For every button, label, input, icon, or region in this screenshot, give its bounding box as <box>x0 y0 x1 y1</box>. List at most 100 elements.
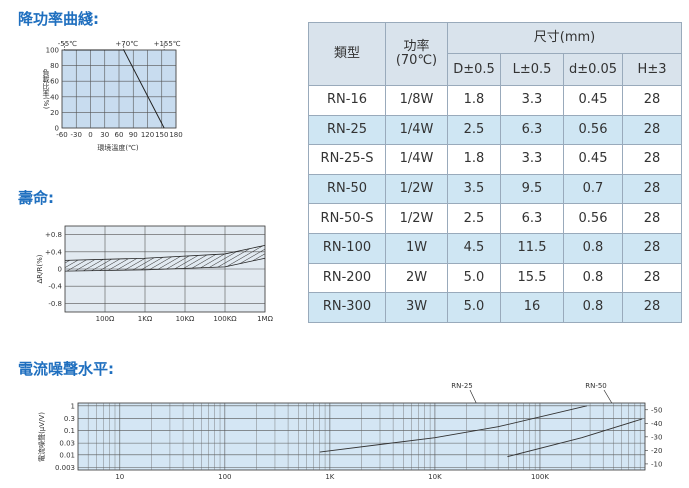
y-axis-label: 負載比率(%) <box>42 68 50 109</box>
x-axis-label: 環境溫度(℃) <box>97 143 139 152</box>
table-cell: 28 <box>621 85 683 116</box>
table-cell: 0.45 <box>563 144 623 175</box>
x-tick-label: 10KΩ <box>176 315 195 323</box>
table-cell: 6.3 <box>500 203 564 234</box>
table-cell: 28 <box>621 144 683 175</box>
table-cell: 2W <box>385 262 448 294</box>
table-cell: RN-25-S <box>308 144 386 175</box>
x-tick-label: 100 <box>218 473 231 481</box>
x-tick-label: 30 <box>100 131 109 139</box>
y-tick-label: -0.4 <box>48 283 62 291</box>
table-cell: 28 <box>621 173 683 205</box>
table-cell: 28 <box>621 262 683 294</box>
y2-tick-label: -40 <box>651 420 662 428</box>
table-row: 類型 功率 (70℃) 尺寸(mm) <box>308 22 683 86</box>
table-cell: 6.3 <box>500 114 564 146</box>
x-tick-label: 60 <box>115 131 124 139</box>
derating-curve <box>64 49 165 129</box>
y-tick-label: 0.1 <box>64 427 75 435</box>
y-tick-label: +0.4 <box>45 248 63 256</box>
table-cell: 1.8 <box>447 144 501 175</box>
x-tick-label: 100Ω <box>96 315 115 323</box>
table-row: D±0.5 L±0.5 d±0.05 H±3 <box>309 53 683 86</box>
table-cell: 5.0 <box>447 292 501 323</box>
y-tick-label: +0.8 <box>45 231 62 239</box>
noise-line <box>507 418 643 458</box>
table-cell: 1/2W <box>385 203 448 234</box>
band-upper <box>64 244 266 261</box>
table-row: RN-100 1W 4.5 11.5 0.8 28 <box>308 232 683 264</box>
table-cell: 1/4W <box>385 144 448 175</box>
y2-tick-label: -20 <box>651 447 662 455</box>
x-tick-label: -30 <box>71 131 82 139</box>
table-cell: 28 <box>621 114 683 146</box>
x-tick-label: 1MΩ <box>257 315 273 323</box>
section-title: 壽命: <box>18 189 54 207</box>
table-cell: 28 <box>621 232 683 264</box>
y-tick-label: 0.3 <box>64 415 75 423</box>
table-cell: 功率 (70℃) <box>385 22 448 86</box>
x-tick-label: 150 <box>155 131 168 139</box>
x-tick-label: 100KΩ <box>213 315 237 323</box>
x-tick-label: 10 <box>115 473 124 481</box>
x-tick-label: 90 <box>129 131 138 139</box>
x-tick-label: 180 <box>169 131 182 139</box>
series-label: RN-50 <box>585 382 607 390</box>
x-tick-label: 10K <box>428 473 442 481</box>
table-cell: L±0.5 <box>500 53 564 86</box>
table-cell: 0.7 <box>563 173 623 205</box>
y-tick-label: 0 <box>58 266 62 274</box>
noise-line <box>319 405 588 453</box>
y-tick-label: 60 <box>50 78 59 86</box>
table-row: RN-200 2W 5.0 15.5 0.8 28 <box>308 262 683 294</box>
section-title: 降功率曲綫: <box>18 10 99 28</box>
table-cell: RN-100 <box>308 232 386 264</box>
y-axis-label: 電流噪聲(μV/V) <box>37 412 46 462</box>
y-tick-label: 0.003 <box>55 464 75 472</box>
section-title: 電流噪聲水平: <box>18 360 114 378</box>
drift-band <box>65 245 265 272</box>
table-cell: 尺寸(mm) <box>446 22 683 54</box>
table-row: RN-50 1/2W 3.5 9.5 0.7 28 <box>308 173 683 205</box>
x-tick-label: 1K <box>325 473 334 481</box>
table-cell: 1.8 <box>447 85 501 116</box>
marker-label: +70℃ <box>115 40 138 48</box>
table-cell: RN-25 <box>308 114 386 146</box>
table-cell: 15.5 <box>500 262 564 294</box>
table-cell: 2.5 <box>447 203 501 234</box>
table-cell: RN-16 <box>308 85 386 116</box>
x-tick-label: 0 <box>88 131 92 139</box>
table-cell: 0.8 <box>563 232 623 264</box>
table-cell: 28 <box>621 292 683 323</box>
y2-tick-label: -10 <box>651 460 662 468</box>
table-cell: 3W <box>385 292 448 323</box>
y-tick-label: 40 <box>50 93 59 101</box>
table-cell: 類型 <box>308 22 386 86</box>
table-cell: 2.5 <box>447 114 501 146</box>
x-tick-label: 100K <box>531 473 549 481</box>
x-tick-label: 120 <box>141 131 154 139</box>
table-cell: 0.56 <box>563 203 623 234</box>
table-cell: RN-50-S <box>308 203 386 234</box>
y-axis-label: ΔR/R(%) <box>36 254 44 283</box>
table-cell: 1/2W <box>385 173 448 205</box>
spec-table: 類型 功率 (70℃) 尺寸(mm) D±0.5 L±0.5 d±0.05 H±3 RN-16… <box>308 22 683 323</box>
table-cell: 16 <box>500 292 564 323</box>
y-tick-label: 1 <box>71 402 75 410</box>
marker-label: -55℃ <box>58 40 77 48</box>
table-cell: 9.5 <box>500 173 564 205</box>
table-cell: 3.3 <box>500 144 564 175</box>
table-cell: 0.56 <box>563 114 623 146</box>
y-tick-label: 20 <box>50 109 59 117</box>
table-row: RN-300 3W 5.0 16 0.8 28 <box>308 292 683 323</box>
table-row: RN-16 1/8W 1.8 3.3 0.45 28 <box>308 85 683 116</box>
table-cell: 3.3 <box>500 85 564 116</box>
table-cell: RN-50 <box>308 173 386 205</box>
marker-label: +155℃ <box>154 40 181 48</box>
table-cell: H±3 <box>621 53 683 86</box>
y2-tick-label: -50 <box>651 406 662 414</box>
table-cell: 1/8W <box>385 85 448 116</box>
table-row: RN-50-S 1/2W 2.5 6.3 0.56 28 <box>308 203 683 234</box>
table-cell: 3.5 <box>447 173 501 205</box>
